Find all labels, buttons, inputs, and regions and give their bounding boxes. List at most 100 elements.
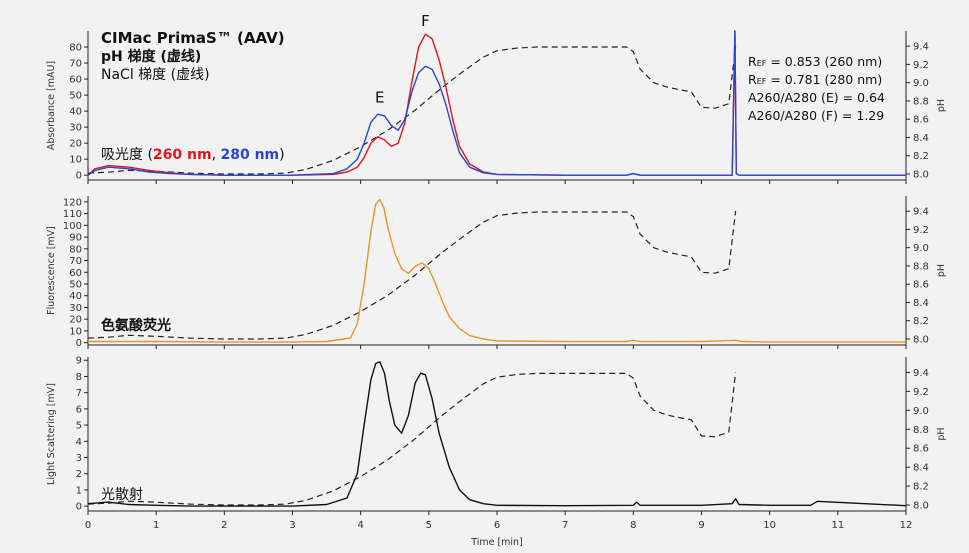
y-tick-label: 80: [69, 43, 82, 54]
y-tick-label: 100: [63, 221, 82, 232]
legend-280nm: 280 nm: [220, 147, 279, 163]
legend-260nm: 260 nm: [153, 147, 212, 163]
ph-tick-label: 8.8: [913, 425, 929, 436]
ph-tick-label: 9.4: [913, 207, 929, 218]
y-tick-label: 3: [76, 453, 82, 464]
ph-tick-label: 8.8: [913, 96, 929, 107]
x-tick-label: 0: [85, 520, 91, 531]
x-tick-label: 10: [763, 520, 776, 531]
x-tick-label: 5: [426, 520, 432, 531]
x-tick-label: 9: [698, 520, 704, 531]
legend-text: ): [279, 147, 284, 163]
y-tick-label: 2: [76, 469, 82, 480]
y-tick-label: 0: [76, 502, 82, 513]
x-tick-label: 4: [357, 520, 363, 531]
absorbance-legend: 吸光度 (260 nm, 280 nm): [101, 147, 285, 163]
y-tick-label: 8: [76, 372, 82, 383]
series-line-3-1: [87, 361, 907, 507]
y-axis-label: Absorbance [mAU]: [46, 61, 57, 150]
y-tick-label: 4: [76, 437, 82, 448]
y-tick-label: 0: [76, 338, 82, 349]
y-tick-label: 70: [69, 59, 82, 70]
ph-tick-label: 8.2: [913, 316, 929, 327]
ph-tick-label: 8.2: [913, 151, 929, 162]
x-tick-label: 2: [221, 520, 227, 531]
ph-tick-label: 8.6: [913, 444, 929, 455]
ph-tick-label: 9.2: [913, 225, 929, 236]
ph-tick-label: 8.0: [913, 170, 929, 181]
ph-tick-label: 9.4: [913, 42, 929, 53]
annotation-subscript: EF: [757, 77, 767, 86]
annotation-symbol: R: [748, 72, 757, 87]
y-tick-label: 9: [76, 356, 82, 367]
x-tick-label: 7: [562, 520, 568, 531]
y-tick-label: 30: [69, 123, 82, 134]
title-line-1: CIMac PrimaS™ (AAV): [101, 29, 285, 47]
series-line-2-1: [88, 198, 906, 343]
annotation-2: REF = 0.781 (280 nm): [748, 72, 882, 87]
y-axis-label: Fluorescence [mV]: [46, 226, 57, 315]
panel-legend-3: 光散射: [101, 487, 143, 503]
ph-tick-label: 8.8: [913, 261, 929, 272]
title-line-3: NaCl 梯度 (虚线): [101, 67, 210, 83]
y-tick-label: 90: [69, 233, 82, 244]
annotation-1: REF = 0.853 (260 nm): [748, 54, 882, 69]
ph-tick-label: 9.2: [913, 60, 929, 71]
ph-gradient-line: [87, 211, 737, 340]
y-tick-label: 5: [76, 421, 82, 432]
legend-text: ,: [212, 147, 221, 163]
y-tick-label: 120: [63, 197, 82, 208]
ph-tick-label: 8.4: [913, 298, 929, 309]
ph-tick-label: 9.0: [913, 78, 929, 89]
ph-tick-label: 8.4: [913, 133, 929, 144]
y-tick-label: 7: [76, 388, 82, 399]
ph-gradient-line: [87, 372, 737, 506]
y-tick-label: 40: [69, 291, 82, 302]
ph-tick-label: 8.0: [913, 335, 929, 346]
x-tick-label: 11: [831, 520, 844, 531]
ph-axis-label: pH: [936, 427, 947, 440]
x-axis-label: Time [min]: [470, 537, 523, 548]
ph-tick-label: 9.0: [913, 243, 929, 254]
ph-tick-label: 9.4: [913, 368, 929, 379]
annotation-value: = 0.781 (280 nm): [766, 72, 882, 87]
x-tick-label: 6: [494, 520, 500, 531]
x-tick-label: 8: [630, 520, 636, 531]
peak-label-E: E: [375, 89, 384, 107]
ph-tick-label: 8.2: [913, 482, 929, 493]
ph-tick-label: 9.0: [913, 406, 929, 417]
ph-gradient-line: [87, 46, 737, 175]
annotation-value: A260/A280 (E) = 0.64: [748, 90, 885, 105]
y-tick-label: 110: [63, 209, 82, 220]
y-tick-label: 20: [69, 139, 82, 150]
ph-tick-label: 9.2: [913, 387, 929, 398]
y-tick-label: 20: [69, 315, 82, 326]
annotation-value: A260/A280 (F) = 1.29: [748, 108, 884, 123]
x-tick-label: 3: [289, 520, 295, 531]
y-tick-label: 10: [69, 155, 82, 166]
panel-3: 01234567898.08.28.48.68.89.09.29.4pHLigh…: [46, 356, 947, 531]
y-tick-label: 60: [69, 268, 82, 279]
ph-axis-label: pH: [936, 264, 947, 277]
series-line-1-2: [87, 30, 906, 176]
annotation-value: = 0.853 (260 nm): [766, 54, 882, 69]
ph-tick-label: 8.0: [913, 501, 929, 512]
ph-tick-label: 8.6: [913, 280, 929, 291]
annotation-4: A260/A280 (F) = 1.29: [748, 108, 884, 123]
y-tick-label: 30: [69, 303, 82, 314]
annotation-3: A260/A280 (E) = 0.64: [748, 90, 885, 105]
annotation-symbol: R: [748, 54, 757, 69]
y-tick-label: 6: [76, 404, 82, 415]
y-tick-label: 1: [76, 485, 82, 496]
title-line-2: pH 梯度 (虚线): [101, 48, 201, 65]
x-tick-label: 12: [900, 520, 913, 531]
y-tick-label: 0: [76, 171, 82, 182]
ph-tick-label: 8.6: [913, 115, 929, 126]
panel-1: 0 10 20 30 40 50 60 70 80 8.0 8.2 8.4 8.6 8.8 9.0 9.2 9.…: [46, 12, 947, 184]
y-tick-label: 10: [69, 326, 82, 337]
y-tick-label: 50: [69, 279, 82, 290]
y-tick-label: 70: [69, 256, 82, 267]
x-tick-label: 1: [153, 520, 159, 531]
